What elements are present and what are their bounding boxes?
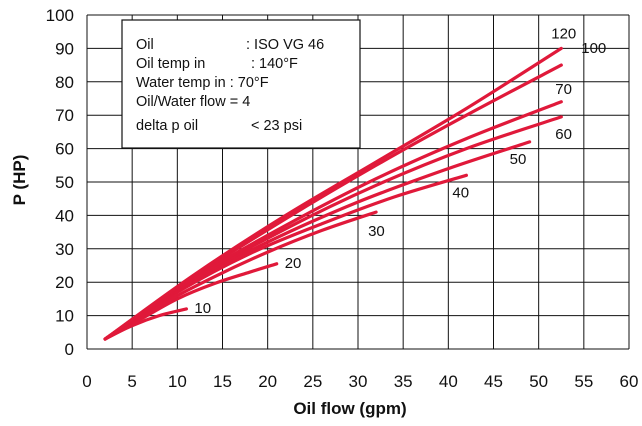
x-tick-label: 15: [213, 372, 232, 391]
tick-labels: 0 5 10 15 20 25 30 35 40 45 50 55 60 0 10 20 30 40 50 60 70 8…: [46, 6, 639, 391]
series-label-30: 30: [368, 223, 385, 240]
series-line-20: [103, 262, 279, 341]
series-labels: 10 20 30 40 50 60 70 100 120: [194, 25, 606, 317]
y-tick-label: 70: [55, 106, 74, 125]
x-tick-label: 35: [394, 372, 413, 391]
x-axis-title: Oil flow (gpm): [293, 399, 406, 418]
x-tick-label: 5: [127, 372, 136, 391]
series-label-10: 10: [194, 300, 211, 317]
x-tick-label: 40: [439, 372, 458, 391]
x-tick-label: 25: [303, 372, 322, 391]
legend-delta-p-value: < 23 psi: [251, 118, 302, 134]
legend-frame: [121, 19, 361, 149]
curves: [103, 46, 563, 341]
x-tick-label: 10: [168, 372, 187, 391]
x-tick-label: 0: [82, 372, 91, 391]
x-tick-label: 60: [620, 372, 639, 391]
y-tick-label: 100: [46, 6, 74, 25]
x-tick-label: 30: [349, 372, 368, 391]
y-tick-label: 40: [55, 206, 74, 225]
legend-box: Oil : ISO VG 46 Oil temp in : 140°F Wate…: [121, 19, 361, 149]
series-line-50: [103, 140, 532, 341]
legend-oil-label: Oil: [136, 37, 154, 53]
y-tick-label: 90: [55, 39, 74, 58]
legend-oil-temp-value: : 140°F: [251, 56, 298, 72]
y-tick-label: 50: [55, 173, 74, 192]
series-label-70: 70: [555, 81, 572, 98]
series-label-40: 40: [452, 184, 469, 201]
legend-delta-p-label: delta p oil: [136, 118, 198, 134]
x-tick-label: 45: [484, 372, 503, 391]
series-label-20: 20: [285, 255, 302, 272]
y-tick-label: 10: [55, 307, 74, 326]
series-label-100: 100: [581, 40, 606, 57]
legend-oil-value: : ISO VG 46: [246, 37, 324, 53]
series-label-120: 120: [551, 25, 576, 42]
y-tick-label: 0: [65, 340, 74, 359]
series-line-30: [103, 210, 378, 341]
y-axis-title: P (HP): [10, 155, 29, 206]
y-tick-label: 80: [55, 73, 74, 92]
series-label-60: 60: [555, 126, 572, 143]
x-tick-label: 20: [258, 372, 277, 391]
legend-oil-temp-label: Oil temp in: [136, 56, 205, 72]
series-line-120: [103, 46, 563, 341]
series-label-50: 50: [510, 151, 527, 168]
legend-flow-ratio: Oil/Water flow = 4: [136, 94, 250, 110]
y-tick-label: 30: [55, 240, 74, 259]
y-tick-label: 60: [55, 140, 74, 159]
y-tick-label: 20: [55, 273, 74, 292]
x-tick-label: 50: [529, 372, 548, 391]
legend-water-temp: Water temp in : 70°F: [136, 75, 269, 91]
x-tick-label: 55: [574, 372, 593, 391]
